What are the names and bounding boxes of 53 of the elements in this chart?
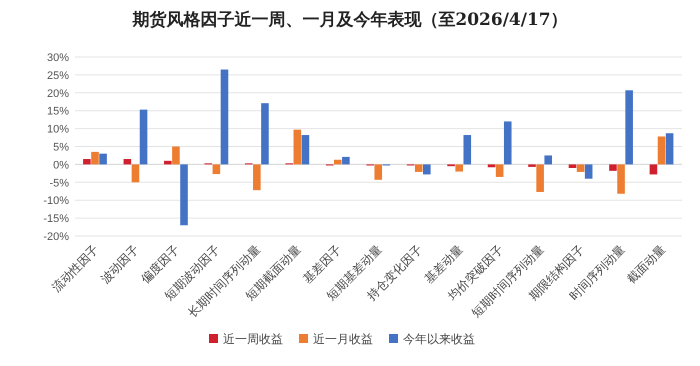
bar bbox=[342, 156, 350, 164]
bar bbox=[294, 130, 302, 164]
bar bbox=[261, 103, 269, 164]
bar bbox=[220, 70, 228, 164]
legend-label: 近一周收益 bbox=[223, 332, 283, 346]
bar bbox=[666, 133, 674, 164]
bar bbox=[140, 110, 148, 164]
y-tick-label: 25% bbox=[46, 70, 70, 82]
legend-label: 今年以来收益 bbox=[403, 332, 475, 346]
x-tick-label: 截面动量 bbox=[624, 242, 668, 286]
bar bbox=[423, 164, 431, 174]
bar bbox=[124, 159, 132, 164]
y-tick-label: -10% bbox=[43, 195, 70, 208]
bar bbox=[180, 164, 188, 226]
y-tick-label: -20% bbox=[43, 231, 70, 243]
bar bbox=[334, 160, 342, 164]
y-tick-label: 0% bbox=[53, 159, 70, 172]
y-tick-label: 15% bbox=[46, 106, 70, 118]
bar bbox=[374, 164, 382, 180]
y-tick-label: 30% bbox=[46, 52, 70, 64]
bar bbox=[576, 164, 584, 172]
bar bbox=[414, 164, 423, 172]
bar bbox=[617, 164, 625, 194]
chart-title: 期货风格因子近一周、一月及今年表现（至2026/4/17） bbox=[131, 10, 568, 30]
bar bbox=[528, 164, 536, 167]
bar bbox=[99, 154, 107, 164]
y-tick-label: 20% bbox=[46, 88, 70, 100]
y-tick-label: -15% bbox=[43, 213, 70, 226]
bar bbox=[302, 135, 310, 164]
bar bbox=[544, 155, 552, 164]
bar bbox=[568, 164, 576, 168]
bar bbox=[584, 164, 592, 179]
legend-label: 近一月收益 bbox=[313, 332, 373, 346]
bar bbox=[253, 164, 261, 190]
bar bbox=[488, 164, 496, 168]
bar bbox=[83, 159, 91, 164]
bar bbox=[455, 164, 463, 172]
bar bbox=[496, 164, 504, 177]
bar bbox=[212, 164, 220, 174]
y-tick-label: 5% bbox=[53, 142, 70, 154]
bar bbox=[658, 136, 666, 164]
y-tick-label: 10% bbox=[46, 124, 70, 136]
bar bbox=[463, 135, 472, 164]
bar bbox=[536, 164, 544, 192]
bar bbox=[609, 164, 617, 171]
bar bbox=[91, 152, 99, 164]
bar bbox=[625, 90, 633, 164]
bar bbox=[172, 146, 180, 164]
bar bbox=[164, 160, 172, 164]
bar bbox=[132, 164, 140, 182]
y-tick-label: -5% bbox=[49, 177, 70, 190]
bar bbox=[504, 121, 512, 164]
bar bbox=[650, 164, 658, 174]
